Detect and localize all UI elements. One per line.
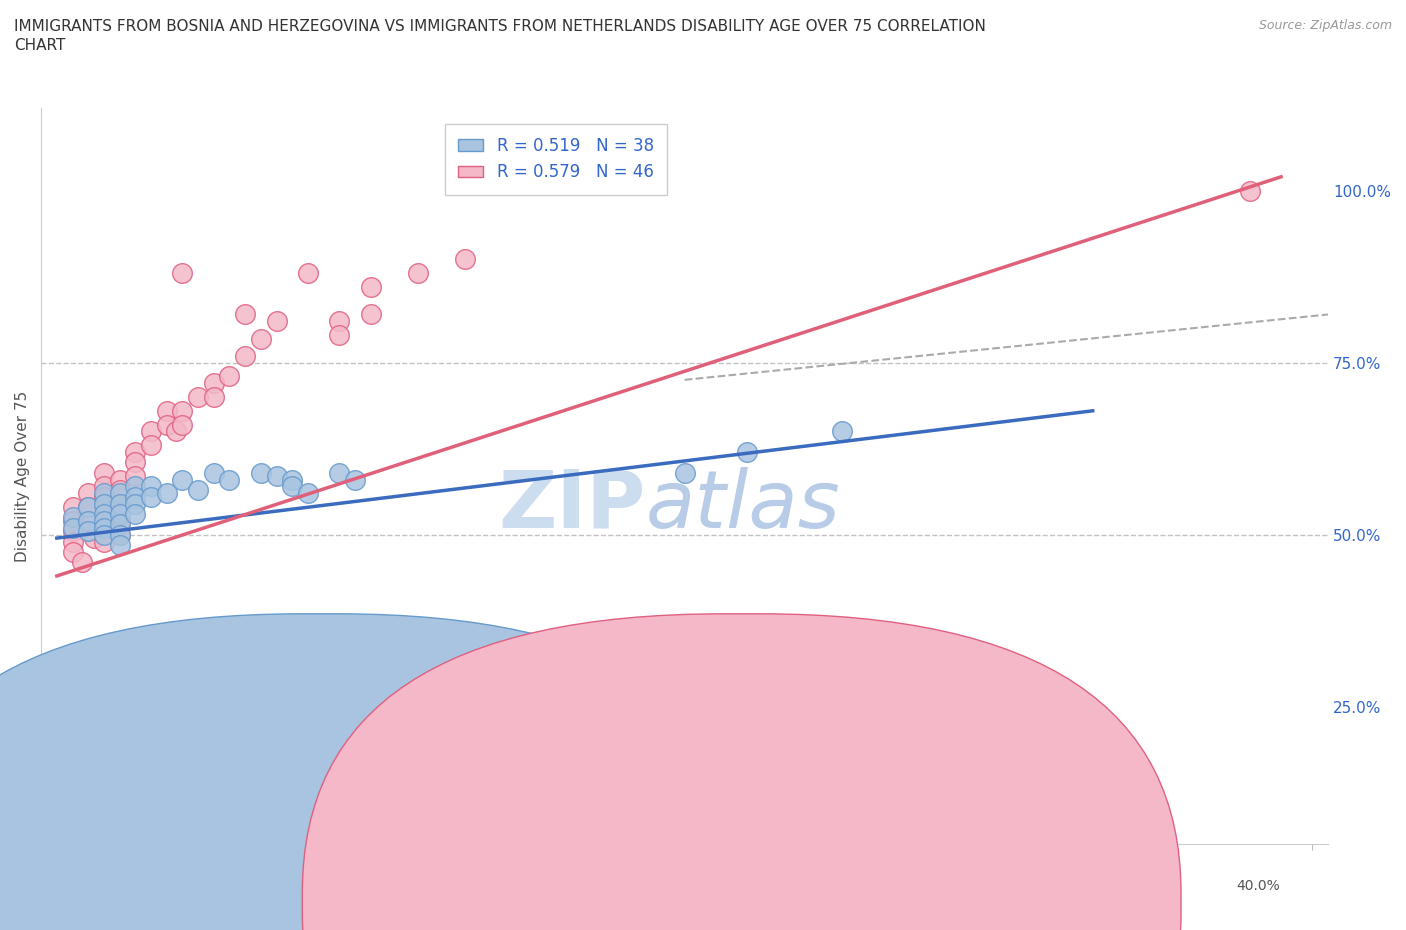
Point <box>972 693 994 708</box>
Point <box>360 307 382 322</box>
Point <box>93 486 115 501</box>
Point <box>165 424 187 439</box>
Point <box>202 465 225 480</box>
Point <box>972 806 994 821</box>
Point <box>124 445 146 459</box>
Point <box>124 479 146 494</box>
Point <box>139 489 162 504</box>
Point <box>62 534 84 549</box>
Point <box>77 513 100 528</box>
Point <box>673 465 696 480</box>
Point <box>202 390 225 405</box>
Point <box>93 499 115 514</box>
Point <box>139 479 162 494</box>
Point <box>187 390 209 405</box>
Point <box>77 513 100 528</box>
Point <box>250 465 273 480</box>
Text: atlas: atlas <box>645 467 841 545</box>
Point <box>93 513 115 528</box>
Text: ZIP: ZIP <box>499 467 645 545</box>
Point <box>266 314 288 329</box>
Point <box>108 538 131 552</box>
Y-axis label: Disability Age Over 75: Disability Age Over 75 <box>15 391 30 562</box>
Point <box>1239 183 1261 198</box>
Point <box>297 486 319 501</box>
Point <box>172 404 194 418</box>
Point <box>831 424 853 439</box>
Point <box>266 469 288 484</box>
Point <box>124 497 146 512</box>
Point <box>156 418 179 432</box>
Point <box>62 544 84 559</box>
Point <box>62 499 84 514</box>
Point <box>108 517 131 532</box>
Legend: R = 0.519   N = 38, R = 0.579   N = 46: R = 0.519 N = 38, R = 0.579 N = 46 <box>444 124 666 194</box>
Point <box>83 531 105 546</box>
Point <box>93 489 115 504</box>
Point <box>108 486 131 501</box>
Point <box>454 252 477 267</box>
Point <box>610 624 633 639</box>
Point <box>108 483 131 498</box>
Point <box>737 445 759 459</box>
Point <box>250 331 273 346</box>
Point <box>108 507 131 522</box>
Point <box>202 376 225 391</box>
Point <box>108 513 131 528</box>
Point <box>62 513 84 528</box>
Point <box>139 438 162 453</box>
Point <box>77 524 100 538</box>
Point <box>328 327 350 342</box>
Text: Immigrants from Netherlands: Immigrants from Netherlands <box>772 892 1000 907</box>
Point <box>360 280 382 295</box>
Point <box>156 486 179 501</box>
Point <box>124 489 146 504</box>
Point <box>77 486 100 501</box>
Point <box>156 404 179 418</box>
Point <box>108 497 131 512</box>
Point <box>77 499 100 514</box>
Point <box>297 266 319 281</box>
Point <box>406 266 429 281</box>
Point <box>93 521 115 536</box>
Point <box>62 524 84 538</box>
Point <box>93 465 115 480</box>
Point <box>108 527 131 542</box>
Point <box>77 499 100 514</box>
Point <box>139 424 162 439</box>
Point <box>108 472 131 487</box>
Point <box>172 472 194 487</box>
Point <box>124 455 146 470</box>
Point <box>172 266 194 281</box>
Text: 0.0%: 0.0% <box>75 879 108 893</box>
Point <box>93 534 115 549</box>
Point <box>93 479 115 494</box>
Point <box>124 469 146 484</box>
Point <box>172 418 194 432</box>
Point <box>62 510 84 525</box>
Point <box>281 472 304 487</box>
Point <box>218 472 240 487</box>
Point <box>70 555 93 570</box>
Point <box>233 307 256 322</box>
Point <box>108 497 131 512</box>
Point <box>93 527 115 542</box>
Point <box>328 314 350 329</box>
Point <box>124 507 146 522</box>
Point <box>108 527 131 542</box>
Text: Source: ZipAtlas.com: Source: ZipAtlas.com <box>1258 19 1392 32</box>
Point <box>281 479 304 494</box>
Text: Immigrants from Bosnia and Herzegovina: Immigrants from Bosnia and Herzegovina <box>305 892 623 907</box>
Point <box>218 369 240 384</box>
Point <box>233 349 256 364</box>
Point <box>93 497 115 512</box>
Text: IMMIGRANTS FROM BOSNIA AND HERZEGOVINA VS IMMIGRANTS FROM NETHERLANDS DISABILITY: IMMIGRANTS FROM BOSNIA AND HERZEGOVINA V… <box>14 19 986 53</box>
Point <box>93 521 115 536</box>
Point <box>93 507 115 522</box>
Text: 40.0%: 40.0% <box>1236 879 1281 893</box>
Point <box>344 472 367 487</box>
Point <box>187 483 209 498</box>
Point <box>62 521 84 536</box>
Point <box>328 465 350 480</box>
